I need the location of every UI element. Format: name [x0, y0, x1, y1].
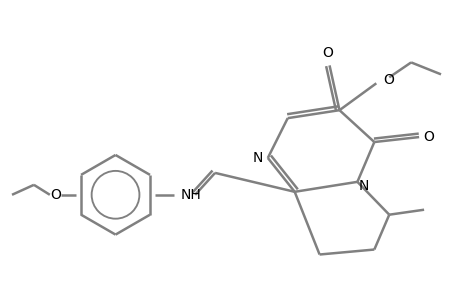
Text: NH: NH — [180, 188, 201, 202]
Text: O: O — [321, 46, 332, 60]
Text: N: N — [252, 151, 263, 165]
Text: O: O — [423, 130, 434, 144]
Text: O: O — [50, 188, 61, 202]
Text: O: O — [382, 73, 393, 87]
Text: N: N — [358, 179, 368, 193]
